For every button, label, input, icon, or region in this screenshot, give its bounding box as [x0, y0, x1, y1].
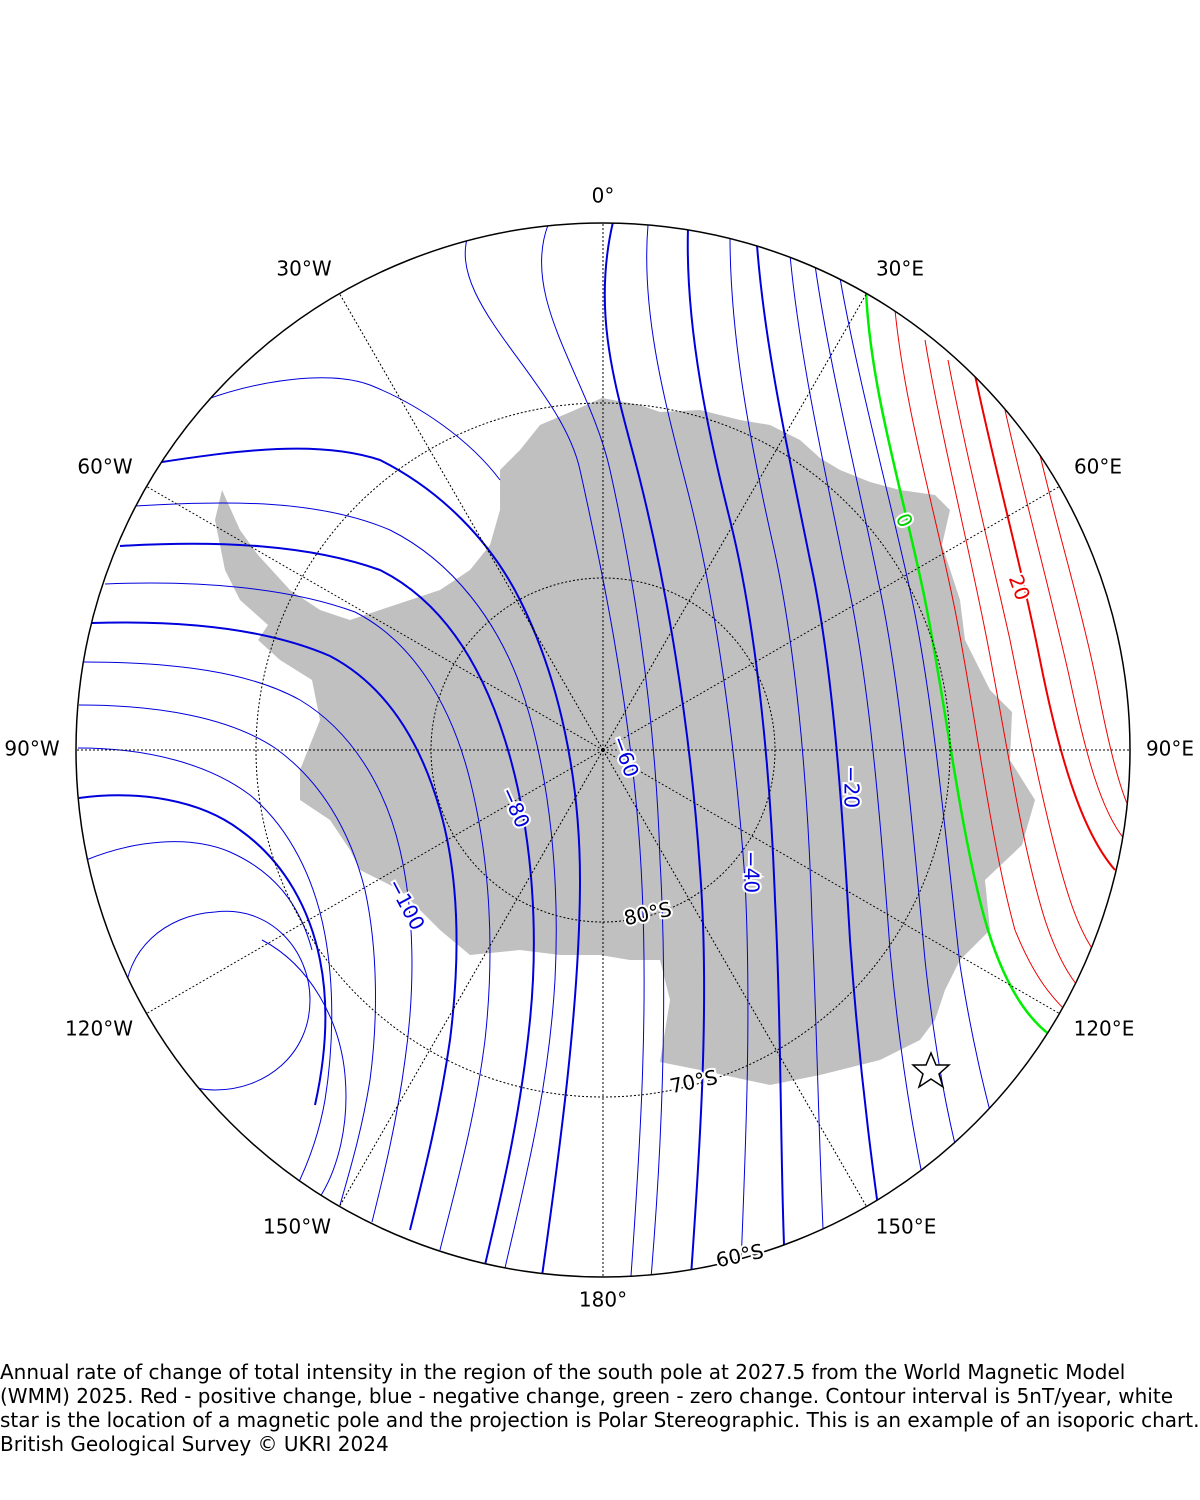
- contour-line-positive: [894, 309, 1066, 1011]
- contour-line-negative: [78, 704, 376, 1206]
- contour-line-negative: [756, 244, 891, 1277]
- longitude-label-150e: 150°E: [876, 1215, 937, 1239]
- latitude-label-70s: 70°S: [668, 1065, 720, 1098]
- longitude-label-0: 0°: [592, 184, 615, 208]
- contour-line-negative: [85, 841, 313, 951]
- longitude-label-30w: 30°W: [276, 257, 331, 281]
- contour-label-minus-40: −40: [740, 851, 764, 893]
- map-boundary: [75, 222, 1131, 1278]
- contour-line-negative: [814, 264, 971, 1201]
- contour-label-minus-20: −20: [840, 766, 864, 808]
- contour-line-positive: [1039, 454, 1130, 811]
- contour-line-negative: [83, 661, 413, 1223]
- contour-line-negative: [78, 794, 327, 1106]
- longitude-label-60w: 60°W: [77, 455, 132, 479]
- contour-line-negative: [686, 227, 787, 1277]
- contour-line-negative: [91, 621, 458, 1231]
- contour-line-negative: [124, 910, 311, 1091]
- longitude-label-180: 180°: [579, 1288, 627, 1312]
- contour-line-positive: [924, 339, 1091, 1001]
- longitude-label-120e: 120°E: [1074, 1017, 1135, 1041]
- contour-line-negative: [789, 254, 939, 1251]
- contour-line-negative: [729, 235, 827, 1277]
- latitude-label-60s: 60°S: [714, 1239, 766, 1272]
- contour-line-negative: [134, 502, 557, 1277]
- map-caption: Annual rate of change of total intensity…: [0, 1360, 1200, 1456]
- longitude-label-30e: 30°E: [876, 257, 924, 281]
- latitude-circle: [255, 402, 951, 1098]
- caption-credit: British Geological Survey © UKRI 2024: [0, 1432, 389, 1456]
- contour-line-negative: [104, 582, 491, 1251]
- longitude-label-120w: 120°W: [65, 1017, 133, 1041]
- contour-line-negative: [464, 229, 645, 1277]
- contour-line-negative: [646, 224, 749, 1277]
- contour-label-20: 20: [1004, 571, 1035, 603]
- contour-line-positive: [947, 359, 1111, 971]
- contour-line-negative: [261, 939, 347, 1201]
- contour-line-positive: [974, 374, 1116, 871]
- star-icon: [911, 1051, 951, 1089]
- contour-line-negative: [119, 542, 535, 1266]
- longitude-label-60e: 60°E: [1074, 455, 1122, 479]
- contour-line-negative: [77, 747, 333, 1191]
- contour-line-zero: [864, 289, 1051, 1036]
- longitude-label-150w: 150°W: [263, 1215, 331, 1239]
- contour-line-negative: [161, 447, 582, 1277]
- caption-description: Annual rate of change of total intensity…: [0, 1360, 1200, 1432]
- antarctica-landmass: [215, 398, 1035, 1085]
- contour-line-negative: [603, 223, 706, 1277]
- longitude-label-90w: 90°W: [4, 737, 59, 761]
- contour-line-positive: [1004, 409, 1126, 841]
- longitude-label-90e: 90°E: [1146, 737, 1194, 761]
- contour-line-negative: [839, 277, 1001, 1151]
- isoporic-map: −100 −80 −60 −40 −20 0 20 80°S 70°S 60°S…: [4, 184, 1194, 1312]
- contour-line-negative: [204, 377, 501, 481]
